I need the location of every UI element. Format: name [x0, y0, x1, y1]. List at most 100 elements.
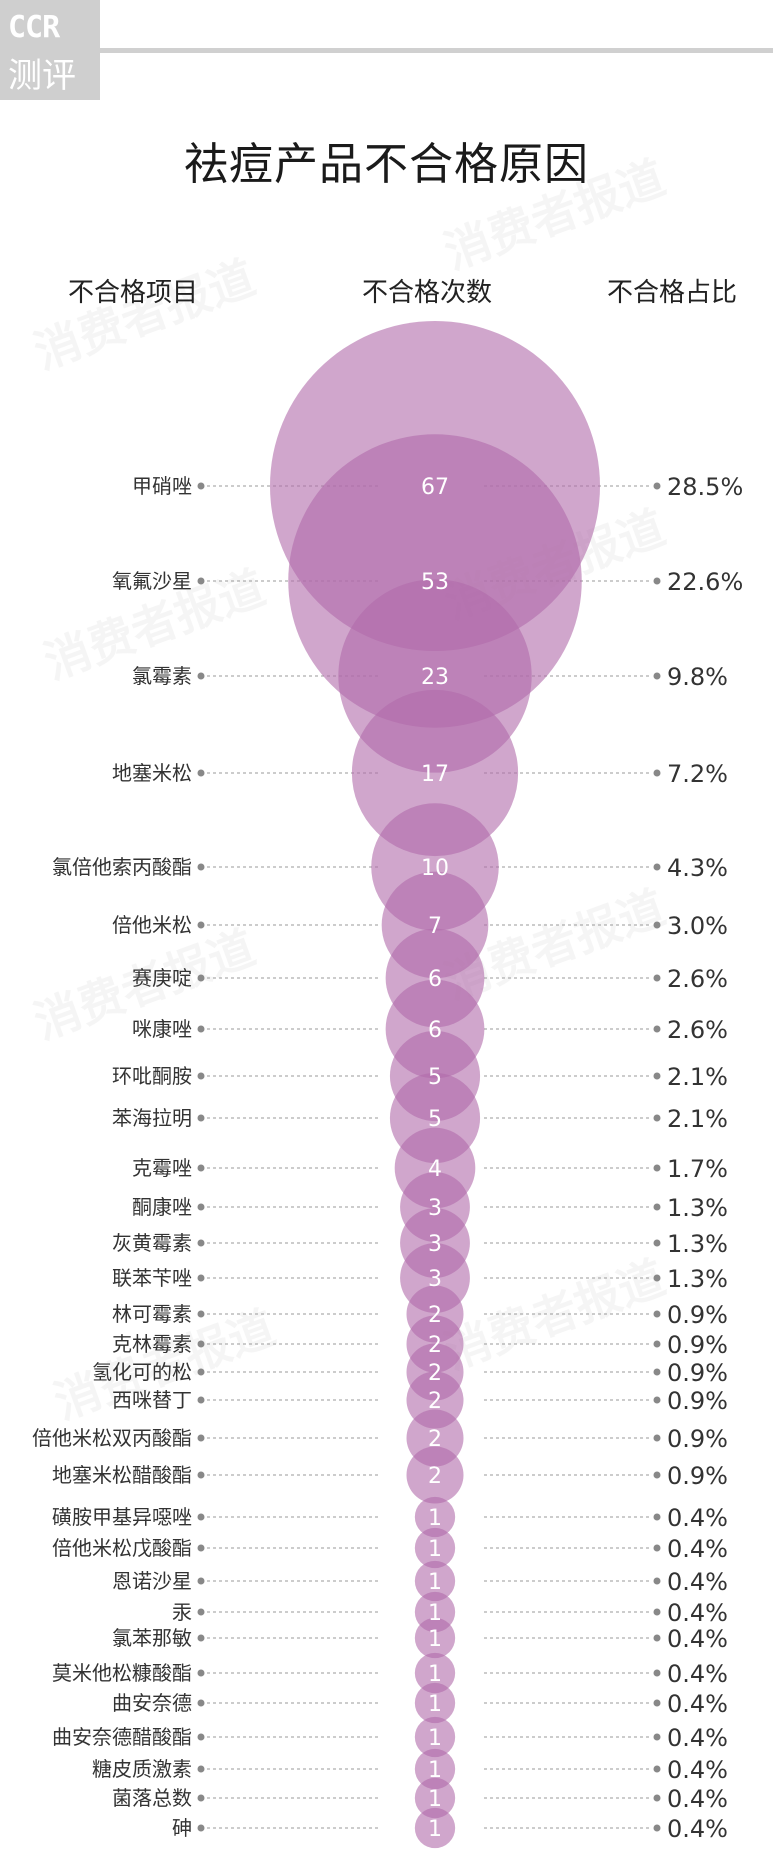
leader-dot-left	[197, 1733, 205, 1741]
category-label: 氯苯那敏	[112, 1626, 192, 1650]
header-count: 不合格次数	[361, 278, 493, 308]
leader-dot-right	[653, 482, 661, 490]
leader-dot-left	[197, 1765, 205, 1773]
leader-dot-right	[653, 1471, 661, 1479]
percentage-label: 7.2%	[667, 760, 728, 788]
bubble	[414, 1716, 456, 1758]
category-label: 林可霉素	[112, 1302, 192, 1326]
bubble-value-label: 3	[428, 1267, 442, 1292]
bubble-value-label: 53	[421, 570, 449, 595]
bubble-value-label: 2	[428, 1303, 442, 1328]
category-label: 恩诺沙星	[112, 1569, 192, 1593]
category-label: 氢化可的松	[92, 1360, 192, 1384]
percentage-label: 0.4%	[667, 1625, 728, 1653]
category-label: 地塞米松醋酸酯	[52, 1463, 192, 1487]
bubble-value-label: 23	[421, 665, 449, 690]
header-item: 不合格项目	[67, 278, 199, 308]
bubble-value-label: 17	[421, 762, 449, 787]
leader-dot-right	[653, 1669, 661, 1677]
leader-dot-left	[197, 1699, 205, 1707]
leader-dot-right	[653, 1824, 661, 1832]
percentage-label: 2.1%	[667, 1105, 728, 1133]
leader-dot-left	[197, 1114, 205, 1122]
leader-dot-right	[653, 1396, 661, 1404]
percentage-label: 1.3%	[667, 1230, 728, 1258]
percentage-label: 9.8%	[667, 663, 728, 691]
percentage-label: 0.9%	[667, 1425, 728, 1453]
leader-dot-left	[197, 482, 205, 490]
percentage-label: 0.4%	[667, 1568, 728, 1596]
category-label: 曲安奈德	[112, 1691, 192, 1715]
bubble	[414, 1807, 456, 1849]
category-label: 环吡酮胺	[112, 1064, 192, 1088]
leader-dot-right	[653, 577, 661, 585]
bubble	[414, 1617, 456, 1659]
leader-dot-left	[197, 1471, 205, 1479]
leader-dot-right	[653, 1072, 661, 1080]
bubble	[414, 1527, 456, 1569]
bubble	[406, 1446, 464, 1504]
leader-dot-left	[197, 1164, 205, 1172]
bubble-value-label: 2	[428, 1333, 442, 1358]
bubble-value-label: 67	[421, 475, 449, 500]
bubble-value-label: 1	[428, 1692, 442, 1717]
bubble-value-label: 1	[428, 1817, 442, 1842]
bubble-value-label: 1	[428, 1537, 442, 1562]
category-label: 莫米他松糠酸酯	[52, 1661, 192, 1685]
leader-dot-right	[653, 1544, 661, 1552]
bubble-value-label: 7	[428, 914, 442, 939]
leader-dot-right	[653, 1634, 661, 1642]
percentage-label: 0.4%	[667, 1535, 728, 1563]
bubble	[414, 1652, 456, 1694]
bubble	[351, 689, 519, 857]
leader-dot-left	[197, 769, 205, 777]
bubble	[414, 1560, 456, 1602]
watermark-text: 消费者报道	[437, 1250, 672, 1379]
leader-dot-left	[197, 1634, 205, 1642]
bubble	[414, 1496, 456, 1538]
leader-dot-left	[197, 863, 205, 871]
category-label: 倍他米松双丙酸酯	[32, 1426, 192, 1450]
percentage-label: 0.9%	[667, 1331, 728, 1359]
bubble-value-label: 1	[428, 1758, 442, 1783]
leader-dot-right	[653, 769, 661, 777]
category-label: 灰黄霉素	[112, 1231, 192, 1255]
leader-dot-right	[653, 1274, 661, 1282]
leader-dot-right	[653, 1577, 661, 1585]
leader-dot-left	[197, 921, 205, 929]
leader-dot-left	[197, 1669, 205, 1677]
percentage-label: 0.9%	[667, 1462, 728, 1490]
bubble-value-label: 2	[428, 1361, 442, 1386]
category-label: 倍他米松	[112, 913, 192, 937]
bubble-value-label: 1	[428, 1787, 442, 1812]
leader-dot-right	[653, 1203, 661, 1211]
leader-dot-right	[653, 863, 661, 871]
percentage-label: 1.7%	[667, 1155, 728, 1183]
logo-text-ceping: 测评	[8, 56, 76, 96]
percentage-label: 28.5%	[667, 473, 743, 501]
leader-dot-right	[653, 1765, 661, 1773]
bubble	[414, 1777, 456, 1819]
leader-dot-right	[653, 974, 661, 982]
category-label: 克林霉素	[112, 1332, 192, 1356]
bubble-value-label: 1	[428, 1726, 442, 1751]
bubble-value-label: 5	[428, 1065, 442, 1090]
category-label: 酮康唑	[132, 1195, 192, 1219]
percentage-label: 2.1%	[667, 1063, 728, 1091]
bubble-value-label: 2	[428, 1464, 442, 1489]
percentage-label: 4.3%	[667, 854, 728, 882]
percentage-label: 0.4%	[667, 1724, 728, 1752]
category-label: 糖皮质激素	[92, 1757, 192, 1781]
bubble-value-label: 2	[428, 1427, 442, 1452]
watermark-text: 消费者报道	[27, 250, 262, 379]
leader-dot-left	[197, 1577, 205, 1585]
category-label: 地塞米松	[112, 761, 192, 785]
percentage-label: 0.4%	[667, 1815, 728, 1843]
bubble	[414, 1682, 456, 1724]
bubble-value-label: 6	[428, 967, 442, 992]
leader-dot-right	[653, 1699, 661, 1707]
leader-dot-right	[653, 921, 661, 929]
leader-dot-right	[653, 1513, 661, 1521]
bubble-value-label: 3	[428, 1196, 442, 1221]
